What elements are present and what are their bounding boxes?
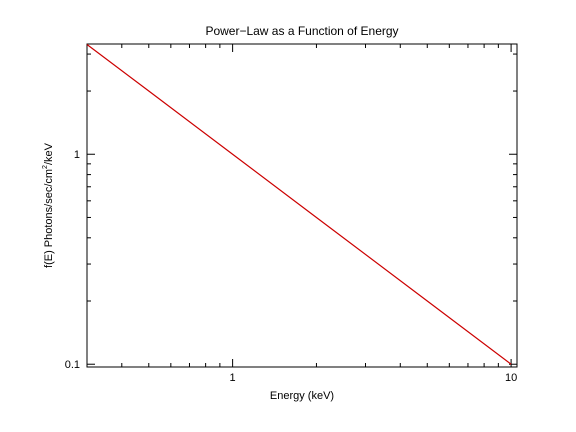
power-law-series <box>87 44 511 364</box>
y-axis-label-unit: /keV <box>43 142 55 165</box>
y-axis-label: f(E) Photons/sec/cm2/keV <box>42 142 55 268</box>
x-axis-label: Energy (keV) <box>270 390 334 402</box>
axis-tick-labels: 1 10 0.1 1 <box>65 149 518 384</box>
y-axis-label-main: f(E) Photons/sec/cm <box>43 169 55 268</box>
y-tick-label: 1 <box>74 149 80 161</box>
data-series <box>87 44 511 364</box>
y-tick-label: 0.1 <box>65 359 80 371</box>
chart-title: Power−Law as a Function of Energy <box>205 24 398 38</box>
x-tick-label: 1 <box>230 372 236 384</box>
x-tick-label: 10 <box>505 372 517 384</box>
